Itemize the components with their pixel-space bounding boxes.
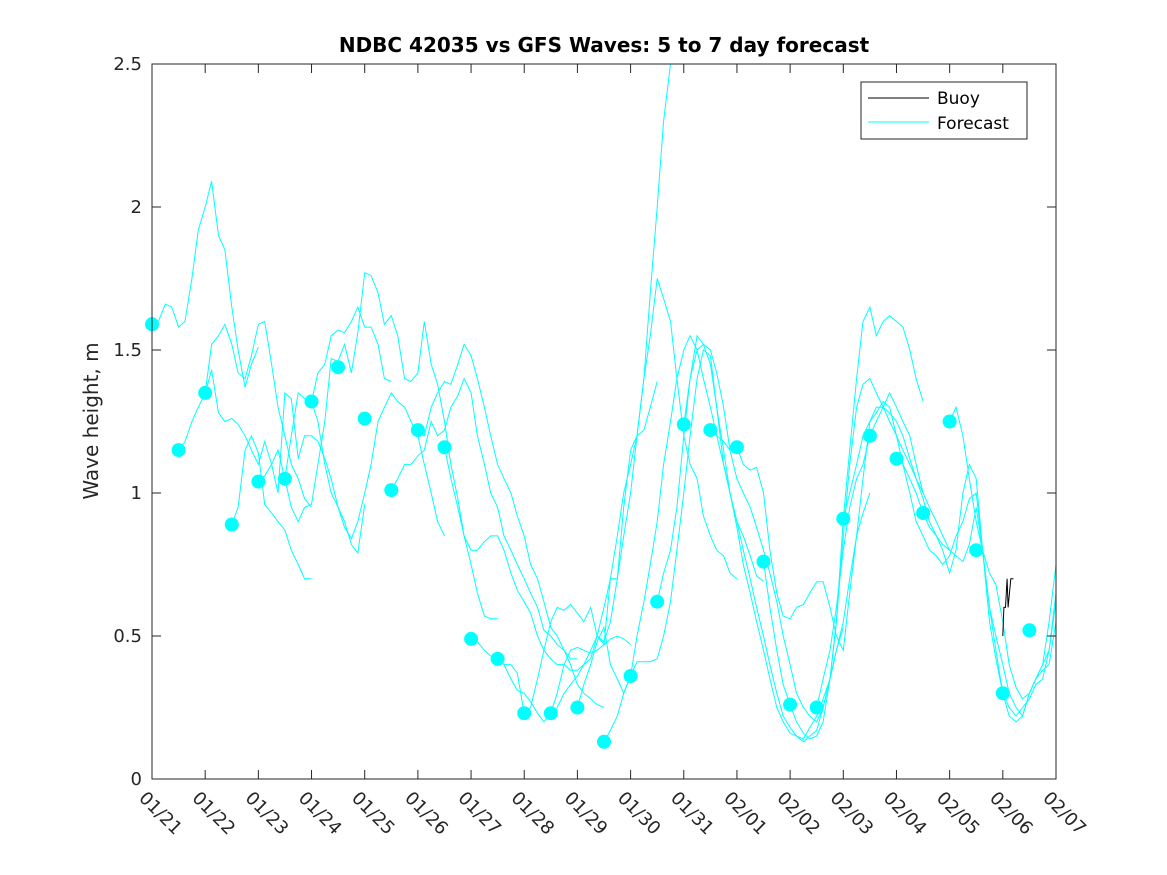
forecast-point <box>490 651 505 666</box>
x-tick-label: 02/07 <box>1038 788 1090 840</box>
x-tick-label: 02/06 <box>985 788 1037 840</box>
forecast-point <box>756 554 771 569</box>
forecast-line <box>417 343 605 708</box>
x-tick-label: 01/22 <box>188 788 240 840</box>
forecast-point <box>889 451 904 466</box>
forecast-line <box>656 334 871 743</box>
x-tick-label: 01/24 <box>294 788 346 840</box>
y-tick-label: 2.5 <box>113 54 142 75</box>
forecast-point <box>783 697 798 712</box>
forecast-point <box>650 594 665 609</box>
forecast-line <box>231 434 312 580</box>
forecast-point <box>729 440 744 455</box>
buoy-line <box>1002 578 1014 637</box>
forecast-point <box>277 471 292 486</box>
forecast-point <box>251 474 266 489</box>
forecast-line <box>284 305 392 479</box>
forecast-line <box>390 377 578 660</box>
forecast-point <box>357 411 372 426</box>
forecast-line <box>816 391 1056 718</box>
legend-buoy-label: Buoy <box>937 89 980 109</box>
forecast-point <box>703 423 718 438</box>
forecast-line <box>178 320 312 508</box>
x-tick-label: 02/04 <box>879 788 931 840</box>
forecast-point <box>916 506 931 520</box>
x-tick-label: 01/27 <box>454 788 506 840</box>
x-tick-label: 01/31 <box>666 788 718 840</box>
x-tick-label: 02/03 <box>826 788 878 840</box>
x-tick-label: 01/25 <box>347 788 399 840</box>
forecast-line <box>444 447 631 671</box>
forecast-point <box>570 700 585 715</box>
forecast-point <box>304 394 319 409</box>
forecast-point <box>1022 623 1037 638</box>
y-axis-label: Wave height, m <box>79 342 103 499</box>
forecast-point <box>464 631 479 646</box>
forecast-point <box>517 706 532 721</box>
forecast-point <box>224 517 239 532</box>
x-tick-label: 02/01 <box>719 788 771 840</box>
forecast-line <box>311 391 445 540</box>
y-tick-label: 0.5 <box>113 626 142 647</box>
forecast-point <box>836 511 851 526</box>
forecast-point <box>384 483 399 498</box>
forecast-line <box>842 400 1056 717</box>
forecast-point <box>331 360 346 375</box>
forecast-line <box>603 349 844 743</box>
y-tick-label: 0 <box>131 769 142 790</box>
forecast-point <box>543 706 558 721</box>
forecast-point <box>597 734 611 749</box>
plot-area <box>152 64 1056 779</box>
forecast-point <box>995 686 1010 701</box>
forecast-line <box>949 405 1056 700</box>
forecast-point <box>969 543 984 558</box>
forecast-point <box>676 417 691 432</box>
legend-box <box>860 81 1028 140</box>
axes-box <box>151 63 1057 780</box>
forecast-point <box>862 428 877 443</box>
forecast-line <box>258 272 498 620</box>
x-tick-label: 01/29 <box>560 788 612 840</box>
legend: Buoy Forecast <box>860 81 1028 140</box>
forecast-line <box>550 278 738 714</box>
y-tick-label: 1 <box>131 483 142 504</box>
y-tick-label: 2 <box>131 197 142 218</box>
x-tick-label: 02/02 <box>773 788 825 840</box>
forecast-point <box>809 700 824 715</box>
x-tick-label: 01/21 <box>134 788 186 840</box>
x-tick-label: 01/26 <box>400 788 452 840</box>
forecast-point <box>410 423 425 438</box>
x-tick-label: 01/30 <box>613 788 665 840</box>
forecast-line <box>152 181 259 388</box>
forecast-point <box>437 440 452 455</box>
forecast-point <box>171 443 186 458</box>
x-tick-label: 02/05 <box>932 788 984 840</box>
chart-title: NDBC 42035 vs GFS Waves: 5 to 7 day fore… <box>339 33 870 57</box>
forecast-point <box>623 669 638 683</box>
x-tick-label: 01/23 <box>241 788 293 840</box>
x-tick-label: 01/28 <box>507 788 559 840</box>
legend-forecast-label: Forecast <box>937 114 1009 134</box>
forecast-point <box>198 385 213 400</box>
forecast-line <box>710 406 950 653</box>
y-tick-label: 1.5 <box>113 340 142 361</box>
forecast-point <box>942 414 957 429</box>
